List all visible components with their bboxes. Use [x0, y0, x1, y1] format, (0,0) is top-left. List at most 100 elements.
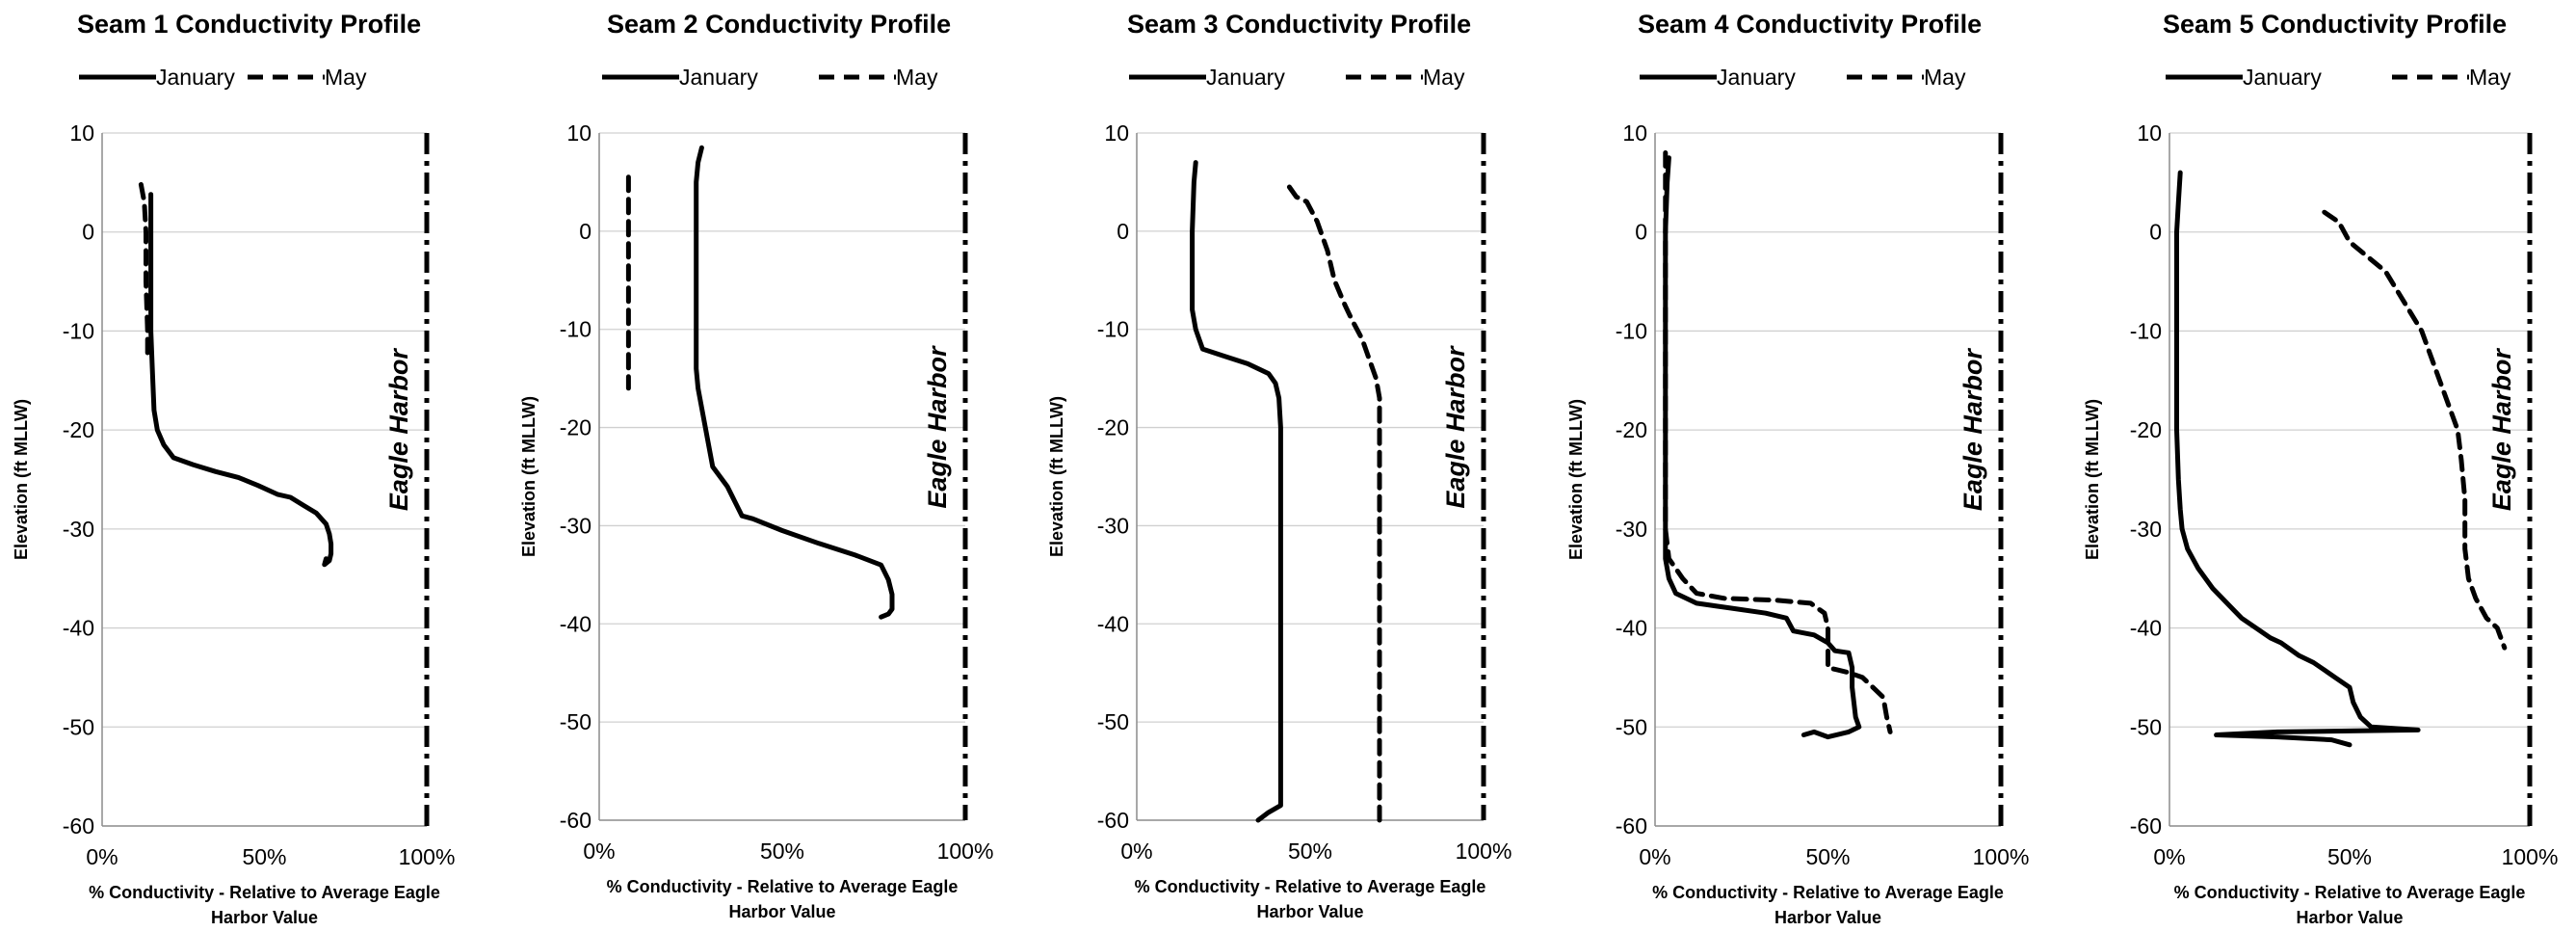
x-tick-label: 100% [1973, 844, 2030, 869]
chart-title: Seam 5 Conductivity Profile [2163, 10, 2507, 39]
x-tick-label: 100% [399, 844, 456, 869]
series-line-may [1286, 184, 1382, 823]
legend-label: January [679, 65, 758, 90]
y-tick-label: -30 [2130, 517, 2162, 542]
y-tick-label: -60 [560, 808, 591, 833]
legend-label: May [896, 65, 938, 90]
x-tick-label: 100% [1456, 839, 1512, 864]
x-axis-title-line: % Conductivity - Relative to Average Eag… [1135, 877, 1486, 896]
y-tick-label: -20 [2130, 417, 2162, 442]
x-axis-title-line: Harbor Value [1774, 908, 1881, 927]
x-axis-title-line: % Conductivity - Relative to Average Eag… [1652, 883, 2004, 902]
y-tick-label: 10 [2137, 120, 2162, 146]
series-line-may [138, 181, 150, 363]
y-tick-label: -40 [1616, 616, 1647, 641]
y-tick-label: -20 [1097, 415, 1129, 440]
x-tick-label: 50% [1288, 839, 1332, 864]
legend-label: January [156, 65, 235, 90]
series-line-january [2174, 170, 2421, 748]
reference-label: Eagle Harbor [1958, 348, 1987, 512]
y-tick-label: 0 [2149, 220, 2162, 245]
reference-label: Eagle Harbor [1441, 345, 1470, 509]
series-line-january [1190, 160, 1283, 823]
y-tick-label: -40 [560, 611, 591, 636]
x-axis-title: % Conductivity - Relative to Average Eag… [89, 883, 440, 927]
x-axis-title: % Conductivity - Relative to Average Eag… [1652, 883, 2004, 927]
y-tick-label: -30 [1616, 517, 1647, 542]
x-tick-label: 50% [760, 839, 804, 864]
y-tick-label: 10 [566, 120, 591, 146]
x-axis-title-line: % Conductivity - Relative to Average Eag… [607, 877, 959, 896]
y-tick-label: -10 [1616, 318, 1647, 343]
y-tick-label: -10 [1097, 317, 1129, 342]
x-axis-title-line: % Conductivity - Relative to Average Eag… [89, 883, 440, 902]
y-tick-label: -50 [63, 714, 94, 739]
x-axis-title-line: % Conductivity - Relative to Average Eag… [2174, 883, 2526, 902]
y-tick-label: 10 [1104, 120, 1129, 146]
x-tick-label: 50% [1805, 844, 1850, 869]
chart-title: Seam 1 Conductivity Profile [77, 10, 421, 39]
reference-label: Eagle Harbor [923, 345, 952, 509]
y-tick-label: -50 [1097, 709, 1129, 734]
y-tick-label: -50 [2130, 714, 2162, 739]
y-axis-title: Elevation (ft MLLW) [1047, 396, 1066, 557]
series-line-january [694, 145, 895, 620]
series-line-may [1663, 150, 1893, 734]
chart-title: Seam 3 Conductivity Profile [1127, 10, 1471, 39]
x-axis-title-line: Harbor Value [728, 902, 835, 921]
y-tick-label: -30 [63, 517, 94, 542]
y-tick-label: -20 [560, 415, 591, 440]
x-tick-label: 50% [242, 844, 286, 869]
y-tick-label: -60 [2130, 813, 2162, 839]
legend-label: May [2469, 65, 2511, 90]
y-tick-label: -30 [1097, 513, 1129, 538]
x-tick-label: 50% [2327, 844, 2372, 869]
y-tick-label: 10 [69, 120, 94, 146]
y-tick-label: -60 [1616, 813, 1647, 839]
y-tick-label: -20 [1616, 417, 1647, 442]
y-axis-title: Elevation (ft MLLW) [12, 399, 31, 560]
y-tick-label: 0 [579, 219, 591, 244]
reference-label: Eagle Harbor [2487, 348, 2516, 512]
x-tick-label: 0% [2153, 844, 2185, 869]
y-tick-label: -10 [560, 317, 591, 342]
chart-title: Seam 4 Conductivity Profile [1638, 10, 1982, 39]
y-axis-title: Elevation (ft MLLW) [2083, 399, 2102, 560]
legend-label: May [325, 65, 367, 90]
y-tick-label: -60 [63, 813, 94, 839]
y-tick-label: -10 [2130, 318, 2162, 343]
x-tick-label: 0% [86, 844, 118, 869]
y-tick-label: -40 [1097, 611, 1129, 636]
legend-label: January [2243, 65, 2322, 90]
x-tick-label: 100% [2502, 844, 2559, 869]
y-tick-label: 0 [1635, 220, 1647, 245]
y-tick-label: -50 [1616, 714, 1647, 739]
series-line-january [148, 192, 334, 568]
y-tick-label: -50 [560, 709, 591, 734]
reference-label: Eagle Harbor [384, 348, 413, 512]
legend-label: May [1924, 65, 1966, 90]
x-axis-title-line: Harbor Value [2296, 908, 2403, 927]
y-tick-label: 10 [1622, 120, 1647, 146]
x-tick-label: 0% [1120, 839, 1152, 864]
x-axis-title: % Conductivity - Relative to Average Eag… [2174, 883, 2526, 927]
x-axis-title: % Conductivity - Relative to Average Eag… [1135, 877, 1486, 921]
y-axis-title: Elevation (ft MLLW) [519, 396, 539, 557]
x-tick-label: 100% [937, 839, 994, 864]
y-tick-label: 0 [1117, 219, 1129, 244]
y-tick-label: -20 [63, 417, 94, 442]
legend-label: January [1206, 65, 1285, 90]
x-axis-title-line: Harbor Value [1256, 902, 1363, 921]
legend-label: January [1717, 65, 1796, 90]
y-tick-label: -40 [2130, 616, 2162, 641]
chart-title: Seam 2 Conductivity Profile [607, 10, 951, 39]
y-tick-label: -30 [560, 513, 591, 538]
y-tick-label: -40 [63, 616, 94, 641]
x-axis-title: % Conductivity - Relative to Average Eag… [607, 877, 959, 921]
